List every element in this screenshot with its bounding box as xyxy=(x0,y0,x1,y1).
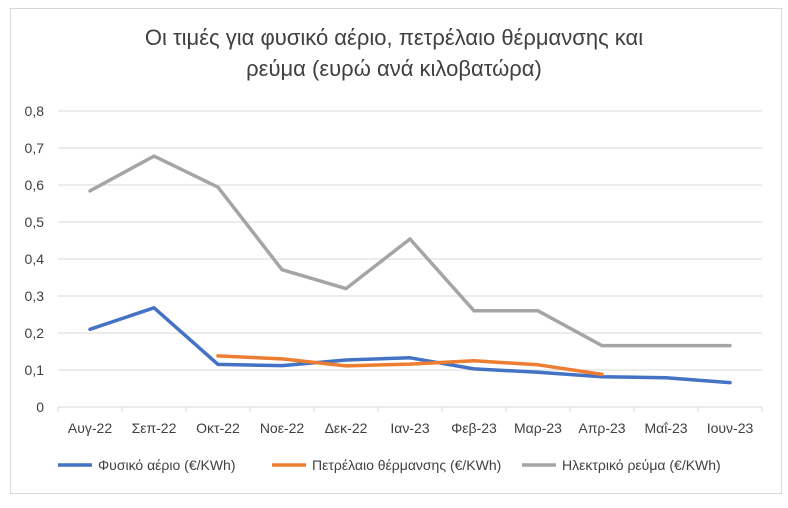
series-line-3 xyxy=(88,154,732,348)
y-tick-label: 0,4 xyxy=(25,251,45,267)
series-line-1 xyxy=(88,306,732,385)
series-line-2 xyxy=(216,354,604,377)
legend-label: Ηλεκτρικό ρεύμα (€/KWh) xyxy=(562,457,721,473)
series-lines xyxy=(88,154,732,385)
chart-title: Οι τιμές για φυσικό αέριο, πετρέλαιο θέρ… xyxy=(0,22,788,84)
y-tick-label: 0,6 xyxy=(25,177,45,193)
legend: Φυσικό αέριο (€/KWh) Πετρέλαιο θέρμανσης … xyxy=(58,457,721,473)
x-tick-label: Νοε-22 xyxy=(260,420,305,436)
chart-title-line-2: ρεύμα (ευρώ ανά κιλοβατώρα) xyxy=(246,56,542,81)
x-tick-label: Μαΐ-23 xyxy=(644,420,687,436)
x-tick-label: Δεκ-22 xyxy=(325,420,368,436)
x-tick-label: Σεπ-22 xyxy=(132,420,177,436)
x-tick-label: Απρ-23 xyxy=(578,420,625,436)
y-tick-label: 0,1 xyxy=(25,362,45,378)
gridlines xyxy=(58,110,762,371)
x-tick-label: Ιαν-23 xyxy=(390,420,429,436)
y-tick-label: 0,7 xyxy=(25,140,45,156)
x-tick-label: Μαρ-23 xyxy=(514,420,562,436)
y-tick-label: 0 xyxy=(36,399,44,415)
x-tick-label: Φεβ-23 xyxy=(451,420,497,436)
legend-label: Φυσικό αέριο (€/KWh) xyxy=(98,457,236,473)
x-axis: Αυγ-22 Σεπ-22 Οκτ-22 Νοε-22 Δεκ-22 Ιαν-23 Φεβ-… xyxy=(57,406,763,436)
y-tick-label: 0,3 xyxy=(25,288,45,304)
x-tick-label: Αυγ-22 xyxy=(68,420,112,436)
chart-title-line-1: Οι τιμές για φυσικό αέριο, πετρέλαιο θέρ… xyxy=(144,25,644,50)
x-tick-label: Ιουν-23 xyxy=(707,420,754,436)
y-axis-ticks: 0 0,1 0,2 0,3 0,4 0,5 0,6 0,7 0,8 xyxy=(25,103,45,415)
y-tick-label: 0,5 xyxy=(25,214,45,230)
y-tick-label: 0,8 xyxy=(25,103,45,119)
x-tick-label: Οκτ-22 xyxy=(196,420,240,436)
legend-label: Πετρέλαιο θέρμανσης (€/KWh) xyxy=(312,457,501,473)
y-tick-label: 0,2 xyxy=(25,325,45,341)
